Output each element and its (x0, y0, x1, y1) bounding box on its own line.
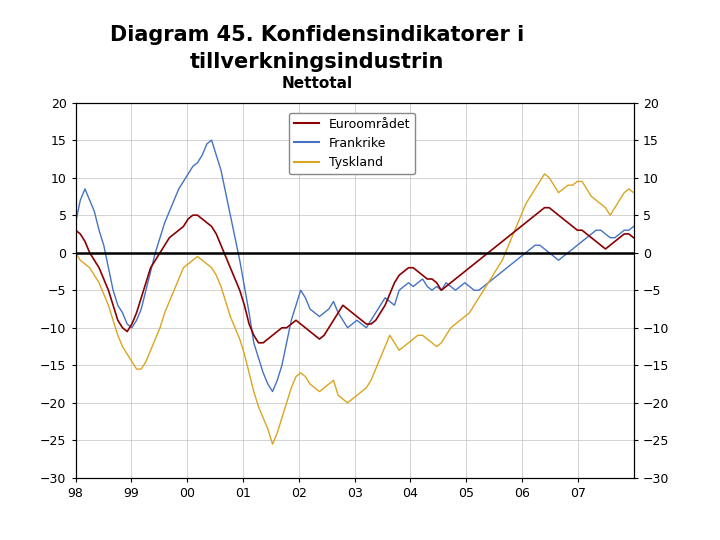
Legend: Euroområdet, Frankrike, Tyskland: Euroområdet, Frankrike, Tyskland (289, 113, 415, 174)
Text: Diagram 45. Konfidensindikatorer i: Diagram 45. Konfidensindikatorer i (109, 25, 524, 45)
Circle shape (631, 18, 690, 74)
Text: RIKSBANK: RIKSBANK (642, 96, 679, 100)
Text: tillverkningsindustrin: tillverkningsindustrin (189, 52, 444, 72)
Text: Nettotal: Nettotal (282, 76, 352, 91)
Text: SVERIGES: SVERIGES (643, 84, 678, 89)
Text: Källa: EU-kommissionen: Källa: EU-kommissionen (537, 517, 703, 531)
